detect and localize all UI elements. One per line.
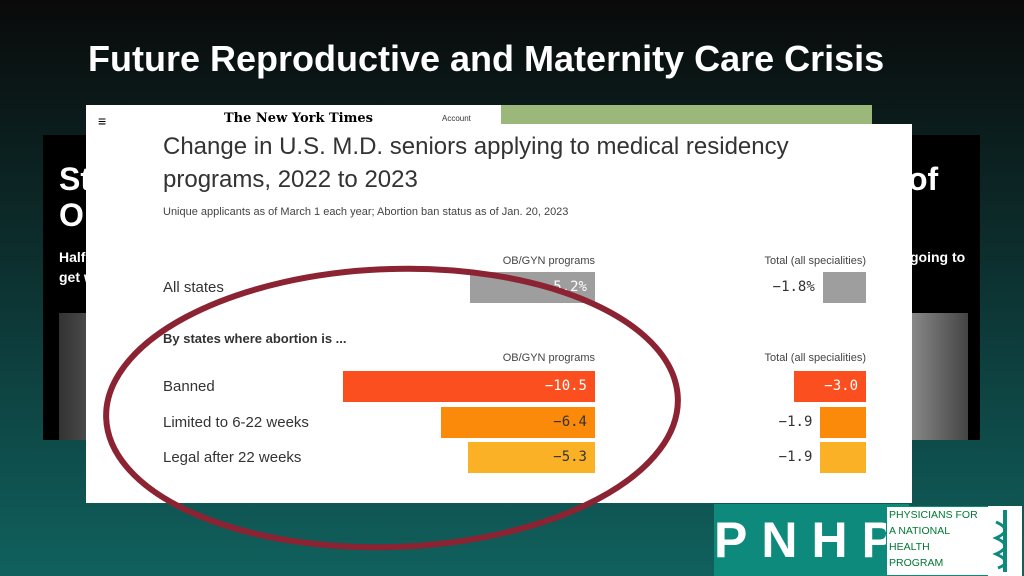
logo-wordmark: PNHP xyxy=(714,504,909,576)
bar xyxy=(343,371,595,402)
logo-line: HEALTH xyxy=(889,541,930,553)
photo xyxy=(501,105,872,125)
section-label: By states where abortion is ... xyxy=(163,331,347,346)
category-label: Limited to 6-22 weeks xyxy=(163,414,309,431)
highlight-ellipse xyxy=(103,265,681,551)
value-label: −1.8% xyxy=(772,279,815,295)
bar xyxy=(467,442,595,473)
category-label: All states xyxy=(163,279,224,296)
category-label: Banned xyxy=(163,378,215,395)
bar xyxy=(820,442,866,473)
value-label: −1.9 xyxy=(778,449,813,465)
caduceus-icon xyxy=(988,506,1022,576)
menu-icon[interactable]: ≡ xyxy=(98,113,107,129)
chart-title: Change in U.S. M.D. seniors applying to … xyxy=(163,133,789,193)
chart-subtitle: Unique applicants as of March 1 each yea… xyxy=(163,206,569,218)
bar xyxy=(794,371,866,402)
value-label: −5.3 xyxy=(553,449,587,465)
subheadline: going to xyxy=(910,249,966,265)
column-header: Total (all specialities) xyxy=(764,352,866,364)
masthead: The New York Times xyxy=(224,111,373,126)
column-header: OB/GYN programs xyxy=(502,352,595,364)
category-label: Legal after 22 weeks xyxy=(163,449,302,466)
column-header: Total (all specialities) xyxy=(764,255,866,267)
logo-line: A NATIONAL xyxy=(889,525,951,537)
value-label: −6.4 xyxy=(553,414,587,430)
bar xyxy=(822,272,866,303)
value-label: −3.0 xyxy=(824,378,858,394)
slide-title: Future Reproductive and Maternity Care C… xyxy=(88,38,885,79)
chart-panel: Change in U.S. M.D. seniors applying to … xyxy=(137,124,912,503)
headline: of xyxy=(908,161,939,197)
photo xyxy=(912,313,968,440)
logo-line: PROGRAM xyxy=(889,557,944,569)
value-label: −1.9 xyxy=(778,414,813,430)
bar xyxy=(441,407,595,438)
logo-letters: PNHP xyxy=(714,504,909,576)
logo-line: PHYSICIANS FOR xyxy=(889,509,978,521)
logo-text: PHYSICIANS FOR A NATIONAL HEALTH PROGRAM xyxy=(886,506,990,576)
column-header: OB/GYN programs xyxy=(502,255,595,267)
value-label: −10.5 xyxy=(544,378,587,394)
caduceus xyxy=(992,510,1007,572)
bar xyxy=(820,407,866,438)
account-link[interactable]: Account xyxy=(442,114,471,123)
